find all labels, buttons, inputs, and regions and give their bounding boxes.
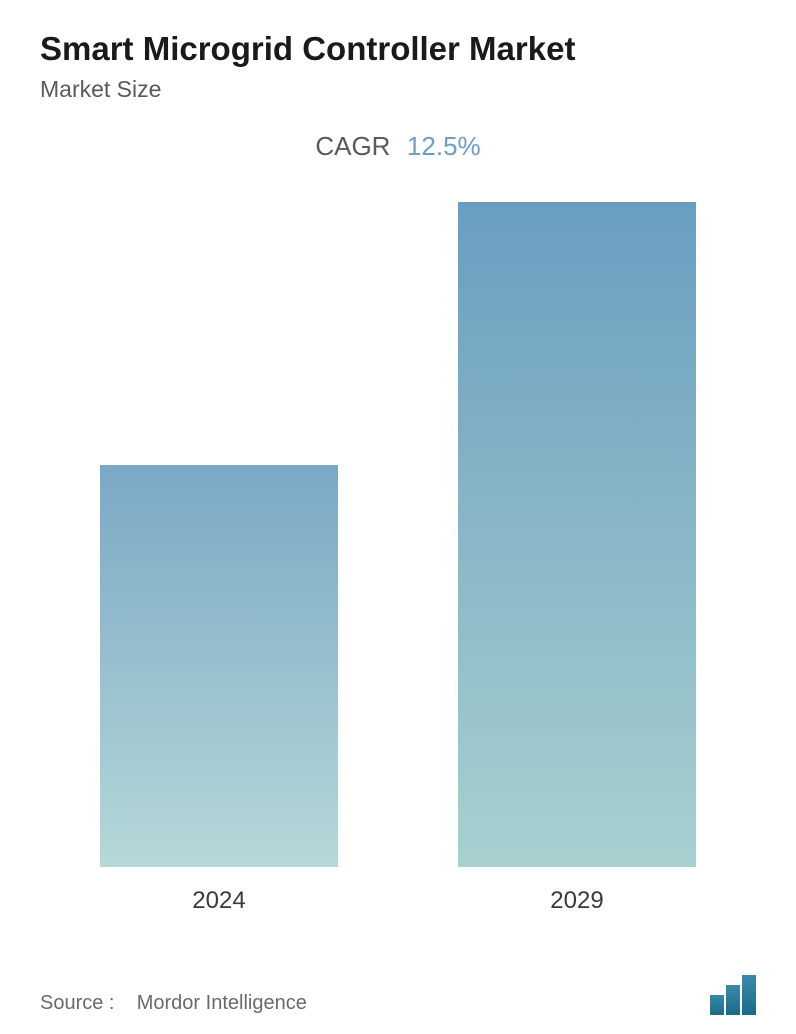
bar-group-2024: 2024 [100,465,338,915]
bar-label-2024: 2024 [192,887,245,915]
footer: Source : Mordor Intelligence [40,955,756,1015]
source-label: Source : [40,992,114,1014]
logo-bar [742,975,756,1015]
bar-2024 [100,465,338,867]
logo-bar [710,995,724,1015]
source-name: Mordor Intelligence [137,992,307,1014]
bar-2029 [458,202,696,867]
page-subtitle: Market Size [40,76,756,103]
mn-logo-icon [710,975,756,1015]
bar-group-2029: 2029 [458,202,696,915]
logo-bar [726,985,740,1015]
cagr-row: CAGR 12.5% [40,131,756,162]
bar-chart: 2024 2029 [40,202,756,935]
cagr-value: 12.5% [407,131,481,161]
source-text: Source : Mordor Intelligence [40,992,307,1015]
cagr-label: CAGR [315,131,390,161]
page-title: Smart Microgrid Controller Market [40,30,756,68]
chart-container: Smart Microgrid Controller Market Market… [0,0,796,1034]
bar-label-2029: 2029 [550,887,603,915]
